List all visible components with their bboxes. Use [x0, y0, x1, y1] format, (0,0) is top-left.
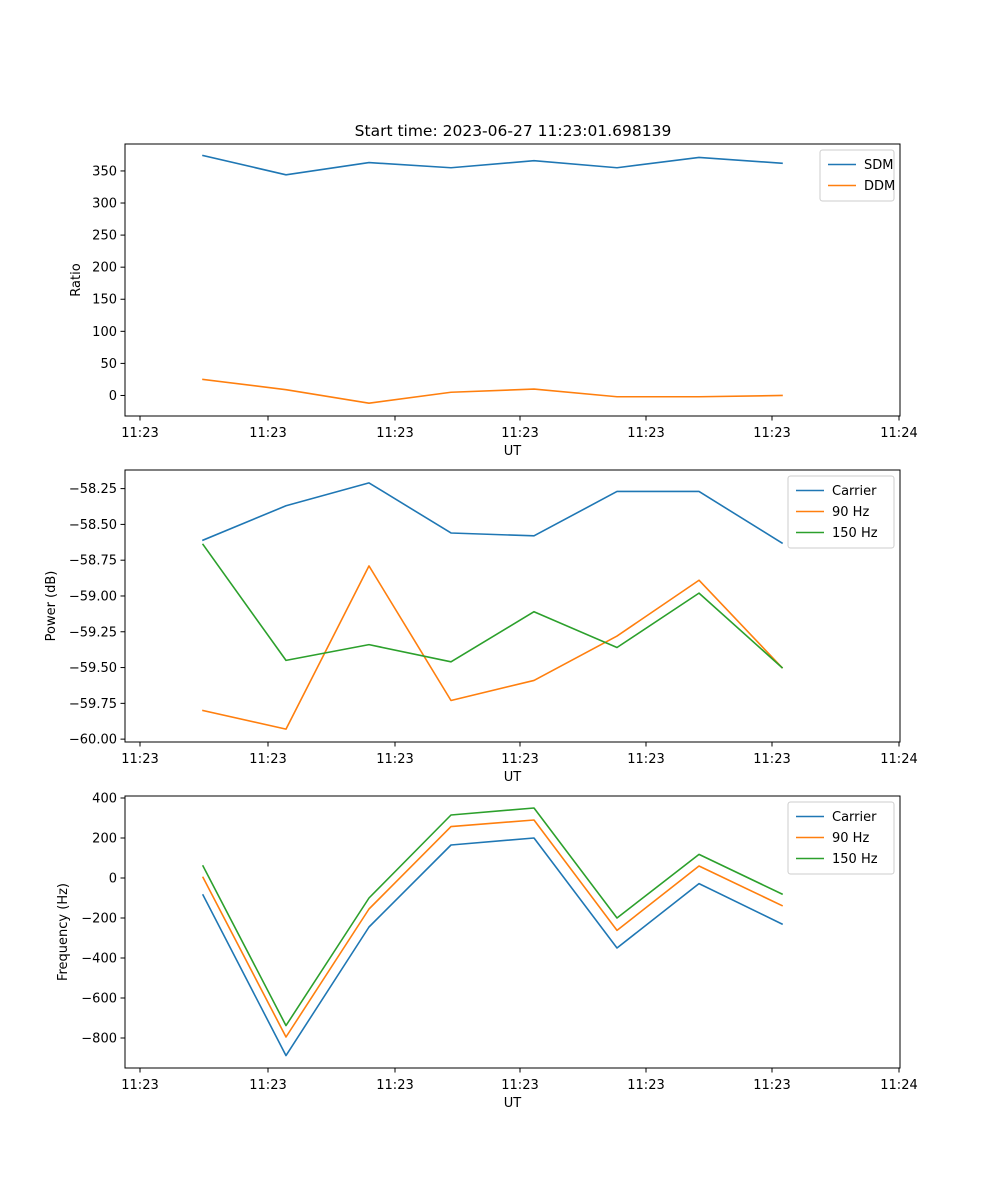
x-tick-label: 11:23: [249, 752, 286, 767]
y-tick-label: −600: [81, 992, 117, 1007]
chart-title: Start time: 2023-06-27 11:23:01.698139: [355, 122, 672, 140]
y-tick-label: −59.00: [69, 589, 117, 604]
series-line-carrier: [201, 837, 784, 1057]
y-tick-label: 350: [92, 164, 117, 179]
y-axis-label: Frequency (Hz): [56, 883, 71, 981]
x-tick-label: 11:23: [501, 1078, 538, 1093]
x-tick-label: 11:23: [121, 752, 158, 767]
legend-label: Carrier: [832, 810, 877, 825]
x-tick-label: 11:23: [249, 426, 286, 441]
x-tick-label: 11:23: [627, 1078, 664, 1093]
subplot-1: 11:23 11:23 11:23 11:23 11:23 11:23 11:24 0 50 10…: [69, 143, 918, 459]
legend-label: 90 Hz: [832, 505, 869, 520]
x-tick-label: 11:24: [880, 426, 917, 441]
y-axis-label: Power (dB): [44, 571, 59, 642]
plot-frame: [124, 469, 901, 743]
series-line-150-hz: [201, 543, 784, 669]
y-tick-label: 250: [92, 229, 117, 244]
y-tick-label: 200: [92, 832, 117, 847]
x-axis-label: UT: [504, 770, 522, 785]
y-tick-label: −60.00: [69, 733, 117, 748]
y-tick-label: −800: [81, 1032, 117, 1047]
y-tick-label: −200: [81, 912, 117, 927]
y-tick-label: −400: [81, 952, 117, 967]
x-tick-label: 11:23: [627, 752, 664, 767]
x-tick-label: 11:24: [880, 1078, 917, 1093]
y-tick-label: −58.25: [69, 482, 117, 497]
x-tick-label: 11:23: [121, 1078, 158, 1093]
y-tick-label: −59.75: [69, 697, 117, 712]
legend: Carrier 90 Hz 150 Hz: [787, 801, 895, 875]
x-tick-label: 11:23: [376, 426, 413, 441]
x-axis-label: UT: [504, 444, 522, 459]
x-tick-label: 11:23: [121, 426, 158, 441]
subplots: 11:23 11:23 11:23 11:23 11:23 11:23 11:24 0 50 10…: [44, 143, 918, 1112]
series-line-90-hz: [201, 819, 784, 1038]
y-tick-label: −59.50: [69, 661, 117, 676]
legend-label: Carrier: [832, 484, 877, 499]
legend: SDM DDM: [819, 149, 895, 202]
legend-label: SDM: [864, 158, 893, 173]
legend-box: [787, 475, 895, 549]
legend-label: 150 Hz: [832, 526, 878, 541]
y-tick-label: 400: [92, 792, 117, 807]
y-tick-label: 150: [92, 293, 117, 308]
x-tick-label: 11:23: [501, 426, 538, 441]
series-line-sdm: [202, 154, 783, 176]
y-tick-label: 0: [109, 389, 117, 404]
y-tick-label: −58.75: [69, 554, 117, 569]
plot-frame: [124, 143, 901, 417]
y-axis-label: Ratio: [69, 263, 84, 296]
x-tick-label: 11:23: [753, 426, 790, 441]
y-tick-label: −59.25: [69, 625, 117, 640]
x-tick-label: 11:23: [376, 752, 413, 767]
subplot-2: 11:23 11:23 11:23 11:23 11:23 11:23 11:24 −60.0…: [44, 469, 918, 785]
legend-box: [787, 801, 895, 875]
series-line-ddm: [202, 378, 783, 404]
y-tick-label: 200: [92, 261, 117, 276]
legend-label: 90 Hz: [832, 831, 869, 846]
legend-label: 150 Hz: [832, 852, 878, 867]
legend-box: [819, 149, 895, 202]
y-tick-label: −58.50: [69, 518, 117, 533]
x-tick-label: 11:23: [627, 426, 664, 441]
x-tick-label: 11:23: [249, 1078, 286, 1093]
legend: Carrier 90 Hz 150 Hz: [787, 475, 895, 549]
y-tick-label: 100: [92, 325, 117, 340]
series-line-carrier: [201, 482, 784, 545]
x-tick-label: 11:23: [753, 752, 790, 767]
y-tick-label: 50: [100, 357, 117, 372]
x-tick-label: 11:23: [376, 1078, 413, 1093]
x-axis-label: UT: [504, 1096, 522, 1111]
x-tick-label: 11:23: [753, 1078, 790, 1093]
x-tick-label: 11:24: [880, 752, 917, 767]
y-tick-label: 300: [92, 197, 117, 212]
plot-frame: [124, 795, 901, 1069]
y-tick-label: 0: [109, 872, 117, 887]
subplot-3: 11:23 11:23 11:23 11:23 11:23 11:23 11:24 −800 −…: [56, 792, 918, 1112]
series-line-150-hz: [201, 807, 784, 1027]
x-tick-label: 11:23: [501, 752, 538, 767]
legend-label: DDM: [864, 179, 895, 194]
series-line-90-hz: [202, 565, 784, 730]
